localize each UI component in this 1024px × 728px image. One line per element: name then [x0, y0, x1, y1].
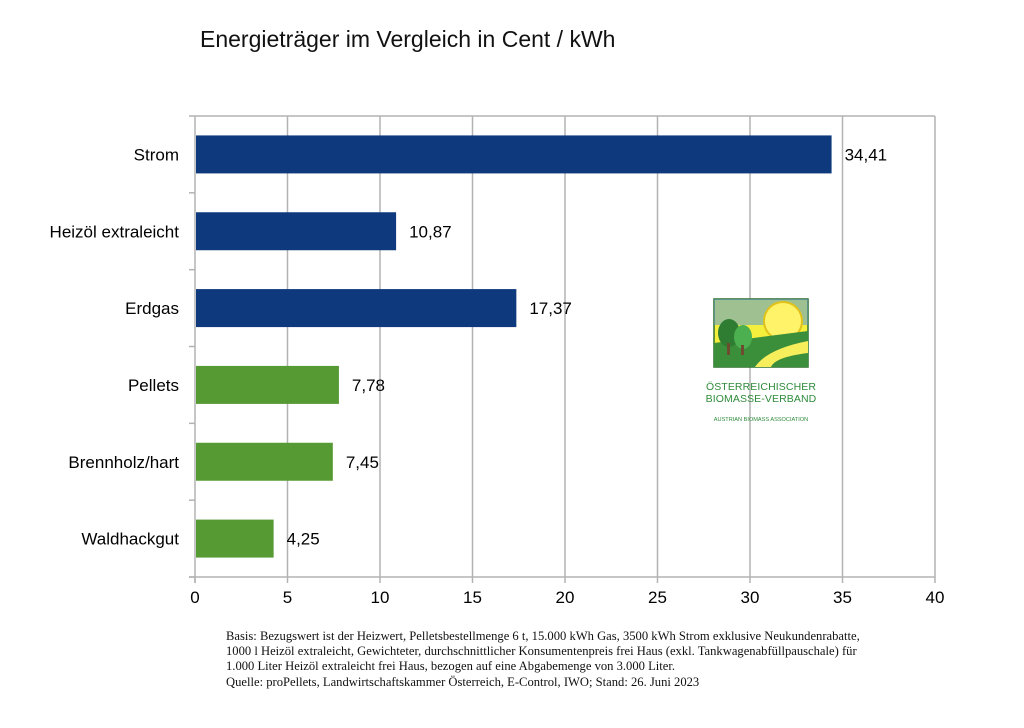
logo-line-2: Biomasse-Verband [705, 393, 817, 405]
logo-line-1: Österreichischer [705, 381, 817, 393]
data-label: 10,87 [409, 222, 452, 241]
bar-chart: 0 5 10 15 20 25 30 35 40 Strom 34,41 Heizöl extrale… [50, 115, 945, 607]
footnote: Basis: Bezugswert ist der Heizwert, Pell… [226, 629, 996, 690]
x-tick-label: 25 [648, 588, 667, 607]
footnote-line: 1000 l Heizöl extraleicht, Gewichteter, … [226, 644, 857, 659]
bar [196, 135, 832, 174]
data-label: 34,41 [845, 145, 888, 164]
bar [196, 212, 397, 251]
footnote-line: Basis: Bezugswert ist der Heizwert, Pell… [226, 629, 860, 643]
footnote-line: Quelle: proPellets, Landwirtschaftskamme… [226, 674, 700, 689]
bar [196, 289, 517, 328]
x-tick-label: 20 [556, 588, 575, 607]
category-label: Heizöl extraleicht [50, 222, 180, 241]
x-tick-label: 30 [741, 588, 760, 607]
data-label: 7,78 [352, 376, 385, 395]
x-tick-label: 10 [371, 588, 390, 607]
data-label: 17,37 [529, 299, 572, 318]
biomasse-verband-logo: Österreichischer Biomasse-Verband Austri… [705, 297, 817, 423]
logo-organization-name: Österreichischer Biomasse-Verband [705, 381, 817, 405]
category-label: Strom [134, 145, 179, 164]
x-tick-label: 40 [926, 588, 945, 607]
bar [196, 365, 339, 404]
chart-title: Energieträger im Vergleich in Cent / kWh [200, 26, 616, 52]
category-label: Waldhackgut [81, 530, 179, 549]
category-label: Brennholz/hart [68, 453, 179, 472]
x-tick-label: 35 [833, 588, 852, 607]
x-tick-label: 0 [190, 588, 199, 607]
category-label: Erdgas [125, 299, 179, 318]
x-tick-label: 5 [283, 588, 292, 607]
x-tick-label: 15 [463, 588, 482, 607]
logo-emblem-icon [713, 298, 809, 368]
data-label: 4,25 [287, 530, 320, 549]
category-label: Pellets [128, 376, 179, 395]
logo-subtitle: Austrian Biomass Association [713, 417, 809, 423]
bar [196, 519, 274, 558]
data-label: 7,45 [346, 453, 379, 472]
bar [196, 442, 333, 481]
footnote-line: 1.000 Liter Heizöl extraleicht frei Haus… [226, 659, 676, 674]
